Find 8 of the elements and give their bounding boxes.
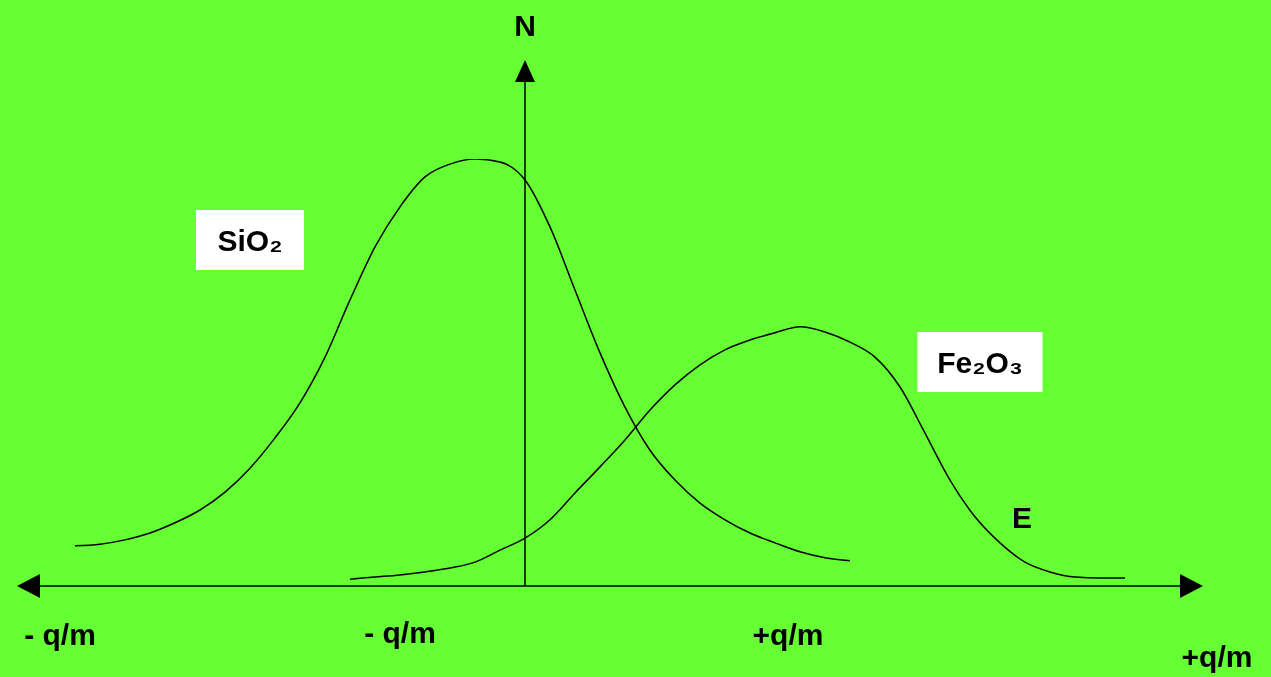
annotation: E [1011, 501, 1033, 534]
series-label: Fe₂O₃ [937, 346, 1023, 379]
text: SiO₂ [217, 224, 283, 257]
x-axis-title: +q/m [1181, 640, 1253, 673]
text: - q/m [24, 618, 96, 651]
text: - q/m [364, 616, 436, 649]
text: +q/m [752, 618, 824, 651]
y-axis-title: N [514, 9, 536, 42]
